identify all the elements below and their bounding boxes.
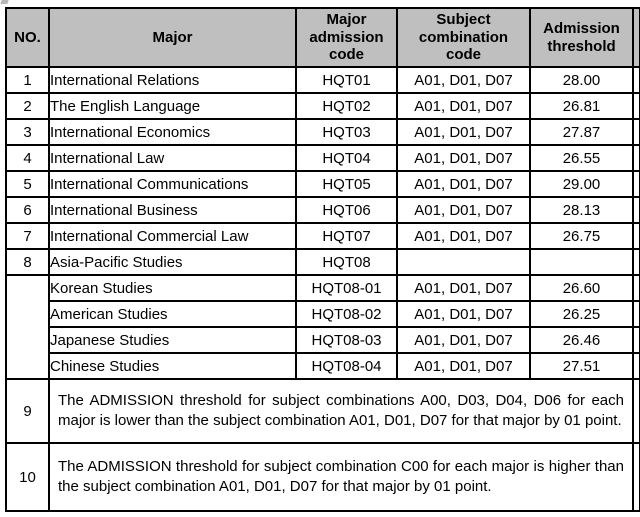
cell-threshold: 27.51 bbox=[529, 352, 634, 381]
cell-major: Chinese Studies bbox=[48, 352, 297, 381]
right-edge-sliver bbox=[632, 274, 640, 303]
cell-major: International Communications bbox=[48, 170, 297, 199]
cell-major: Korean Studies bbox=[48, 274, 297, 303]
cell-code: HQT01 bbox=[295, 66, 398, 95]
cell-no: 1 bbox=[5, 66, 50, 95]
cell-no: 3 bbox=[5, 118, 50, 147]
right-edge-sliver bbox=[632, 222, 640, 251]
cell-major: The English Language bbox=[48, 92, 297, 121]
cell-subjects: A01, D01, D07 bbox=[396, 326, 531, 355]
cell-no: 4 bbox=[5, 144, 50, 173]
cell-code: HQT08-01 bbox=[295, 274, 398, 303]
cell-major: International Commercial Law bbox=[48, 222, 297, 251]
table-row: American Studies HQT08-02 A01, D01, D07 … bbox=[6, 300, 640, 329]
cell-threshold: 26.60 bbox=[529, 274, 634, 303]
table-row: 8 Asia-Pacific Studies HQT08 bbox=[5, 248, 640, 277]
cell-no: 5 bbox=[5, 170, 50, 199]
cell-major: International Economics bbox=[48, 118, 297, 147]
table-row: 4 International Law HQT04 A01, D01, D07 … bbox=[5, 144, 640, 173]
cell-subjects: A01, D01, D07 bbox=[396, 92, 531, 121]
cell-subjects: A01, D01, D07 bbox=[396, 274, 531, 303]
cell-code: HQT05 bbox=[295, 170, 398, 199]
right-edge-sliver bbox=[632, 118, 640, 147]
right-edge-sliver bbox=[632, 66, 640, 95]
cell-major: Asia-Pacific Studies bbox=[48, 248, 297, 277]
table-row: 5 International Communications HQT05 A01… bbox=[5, 170, 640, 199]
cell-code: HQT08-02 bbox=[295, 300, 398, 329]
right-edge-sliver bbox=[632, 378, 640, 445]
header-major: Major bbox=[48, 6, 297, 69]
right-edge-sliver bbox=[632, 442, 640, 513]
cell-threshold: 26.75 bbox=[529, 222, 634, 251]
cell-major: International Law bbox=[48, 144, 297, 173]
cell-note-text: The ADMISSION threshold for subject comb… bbox=[48, 378, 634, 445]
cropped-text-artifact bbox=[0, 0, 9, 4]
cell-code: HQT07 bbox=[295, 222, 398, 251]
cell-no: 10 bbox=[5, 442, 50, 513]
cell-threshold: 26.55 bbox=[529, 144, 634, 173]
cell-threshold: 26.25 bbox=[529, 300, 634, 329]
right-edge-sliver bbox=[632, 300, 640, 329]
cell-no: 6 bbox=[5, 196, 50, 225]
table-row: 6 International Business HQT06 A01, D01,… bbox=[5, 196, 640, 225]
cell-major: Japanese Studies bbox=[48, 326, 297, 355]
cell-threshold: 28.00 bbox=[529, 66, 634, 95]
cell-threshold bbox=[529, 248, 634, 277]
table-note-row: 10 The ADMISSION threshold for subject c… bbox=[5, 442, 640, 513]
cell-note-text: The ADMISSION threshold for subject comb… bbox=[48, 442, 634, 513]
cell-subjects: A01, D01, D07 bbox=[396, 118, 531, 147]
cell-code: HQT02 bbox=[295, 92, 398, 121]
header-no: NO. bbox=[5, 6, 50, 69]
admission-threshold-table: NO. Major Major admission code Subject c… bbox=[5, 6, 640, 513]
cell-major: American Studies bbox=[48, 300, 297, 329]
header-subject-combination: Subject combination code bbox=[396, 6, 531, 69]
cell-code: HQT08 bbox=[295, 248, 398, 277]
right-edge-sliver bbox=[632, 170, 640, 199]
right-edge-sliver bbox=[632, 144, 640, 173]
cell-no: 2 bbox=[5, 92, 50, 121]
cell-major: International Business bbox=[48, 196, 297, 225]
cell-no: 7 bbox=[5, 222, 50, 251]
cell-subjects: A01, D01, D07 bbox=[396, 144, 531, 173]
right-edge-sliver bbox=[632, 248, 640, 277]
cell-subjects: A01, D01, D07 bbox=[396, 222, 531, 251]
right-edge-sliver bbox=[632, 92, 640, 121]
right-edge-sliver bbox=[632, 352, 640, 381]
cell-threshold: 26.81 bbox=[529, 92, 634, 121]
cell-no: 9 bbox=[5, 378, 50, 445]
right-edge-sliver bbox=[632, 196, 640, 225]
table-row: Japanese Studies HQT08-03 A01, D01, D07 … bbox=[6, 326, 640, 355]
cell-code: HQT03 bbox=[295, 118, 398, 147]
table-row: 2 The English Language HQT02 A01, D01, D… bbox=[5, 92, 640, 121]
right-edge-sliver bbox=[632, 326, 640, 355]
cell-subjects: A01, D01, D07 bbox=[396, 196, 531, 225]
table-header-row: NO. Major Major admission code Subject c… bbox=[5, 6, 640, 69]
cell-threshold: 28.13 bbox=[529, 196, 634, 225]
cell-code: HQT04 bbox=[295, 144, 398, 173]
cell-major: International Relations bbox=[48, 66, 297, 95]
cell-code: HQT08-03 bbox=[295, 326, 398, 355]
cell-subjects: A01, D01, D07 bbox=[396, 66, 531, 95]
cell-threshold: 29.00 bbox=[529, 170, 634, 199]
table-row: 3 International Economics HQT03 A01, D01… bbox=[5, 118, 640, 147]
cell-threshold: 27.87 bbox=[529, 118, 634, 147]
table-note-row: 9 The ADMISSION threshold for subject co… bbox=[5, 378, 640, 445]
table-row: 7 International Commercial Law HQT07 A01… bbox=[5, 222, 640, 251]
cell-no: 8 bbox=[5, 248, 50, 277]
right-edge-sliver bbox=[632, 6, 640, 69]
table-row: Chinese Studies HQT08-04 A01, D01, D07 2… bbox=[6, 352, 640, 381]
cell-subjects: A01, D01, D07 bbox=[396, 352, 531, 381]
cell-subjects bbox=[396, 248, 531, 277]
header-admission-code: Major admission code bbox=[295, 6, 398, 69]
header-admission-threshold: Admission threshold bbox=[529, 6, 634, 69]
cell-code: HQT08-04 bbox=[295, 352, 398, 381]
cell-subjects: A01, D01, D07 bbox=[396, 170, 531, 199]
table-row: Korean Studies HQT08-01 A01, D01, D07 26… bbox=[5, 274, 640, 381]
cell-no-merged bbox=[5, 274, 50, 381]
cell-threshold: 26.46 bbox=[529, 326, 634, 355]
cell-subjects: A01, D01, D07 bbox=[396, 300, 531, 329]
cell-code: HQT06 bbox=[295, 196, 398, 225]
table-row: 1 International Relations HQT01 A01, D01… bbox=[5, 66, 640, 95]
